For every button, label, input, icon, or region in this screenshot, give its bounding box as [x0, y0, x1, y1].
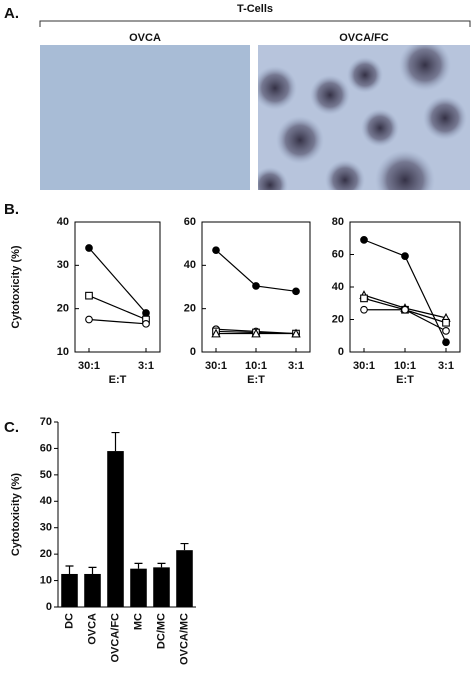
point	[252, 282, 260, 290]
x-tick-label: 10:1	[245, 360, 267, 372]
bar	[176, 550, 193, 607]
line	[88, 318, 147, 325]
x-tick-label: 30:1	[205, 360, 227, 372]
error-bar	[180, 542, 189, 551]
y-tick-label: 70	[40, 416, 52, 428]
bar	[84, 573, 101, 607]
line	[88, 295, 147, 321]
x-tick-label: 3:1	[138, 360, 154, 372]
point	[360, 305, 368, 314]
bar	[130, 568, 147, 607]
y-tick-label: 40	[332, 281, 344, 293]
y-tick-label: 10	[57, 346, 69, 358]
panel-label: C.	[4, 419, 19, 436]
y-tick-label: 0	[338, 346, 344, 358]
y-tick-label: 30	[40, 522, 52, 534]
x-tick-label: DC/MC	[155, 613, 167, 649]
point	[360, 236, 368, 244]
point	[211, 328, 221, 338]
error-bar	[111, 431, 120, 452]
plot-frame	[74, 221, 161, 353]
x-tick-label: OVCA	[86, 613, 98, 645]
x-tick-label: 10:1	[394, 360, 416, 372]
micrograph	[40, 45, 250, 190]
point	[401, 305, 409, 314]
point	[442, 327, 450, 335]
y-tick-label: 20	[57, 303, 69, 315]
x-tick-label: 3:1	[438, 360, 454, 372]
point	[251, 328, 261, 338]
point	[291, 328, 301, 338]
y-tick-label: 50	[40, 469, 52, 481]
y-tick-label: 10	[40, 574, 52, 586]
panel-label: A.	[4, 5, 19, 22]
y-tick-label: 40	[40, 495, 52, 507]
y-tick-label: 20	[184, 303, 196, 315]
x-tick-label: MC	[132, 613, 144, 630]
error-bar	[157, 562, 166, 568]
error-bar	[88, 566, 97, 574]
image-label: OVCA/FC	[339, 32, 389, 44]
y-axis-label: Cytotoxicity (%)	[10, 245, 22, 328]
x-tick-label: DC	[63, 613, 75, 629]
point	[442, 318, 450, 327]
point	[292, 287, 300, 296]
point	[142, 319, 150, 328]
micrograph	[258, 45, 470, 190]
x-tick-label: 30:1	[353, 360, 375, 372]
y-axis-label: Cytotoxicity (%)	[10, 473, 22, 556]
bar	[153, 567, 170, 607]
error-bar	[65, 565, 74, 574]
image-label: OVCA	[129, 32, 161, 44]
y-tick-label: 60	[40, 442, 52, 454]
panel-label: B.	[4, 201, 19, 218]
y-tick-label: 30	[57, 259, 69, 271]
x-tick-label: 30:1	[78, 360, 100, 372]
y-tick-label: 60	[184, 216, 196, 228]
x-axis-label: E:T	[247, 374, 265, 386]
bracket	[39, 20, 471, 27]
point	[85, 244, 93, 252]
y-tick-label: 20	[40, 548, 52, 560]
y-tick-label: 40	[57, 216, 69, 228]
line	[88, 247, 147, 314]
group-label: T-Cells	[237, 3, 273, 15]
x-tick-label: OVCA/MC	[178, 613, 190, 665]
x-axis-label: E:T	[396, 374, 414, 386]
bar	[61, 573, 78, 607]
x-axis-label: E:T	[109, 374, 127, 386]
y-tick-label: 40	[184, 259, 196, 271]
y-tick-label: 0	[46, 601, 52, 613]
point	[360, 294, 368, 303]
y-tick-label: 0	[190, 346, 196, 358]
bar	[107, 451, 124, 607]
point	[401, 252, 409, 260]
error-bar	[134, 562, 143, 569]
point	[442, 338, 450, 347]
point	[142, 309, 150, 317]
point	[85, 291, 93, 300]
y-tick-label: 80	[332, 216, 344, 228]
point	[212, 246, 220, 255]
x-tick-label: 3:1	[288, 360, 304, 372]
point	[85, 315, 93, 324]
y-tick-label: 20	[332, 313, 344, 325]
y-tick-label: 60	[332, 248, 344, 260]
x-tick-label: OVCA/FC	[109, 613, 121, 663]
